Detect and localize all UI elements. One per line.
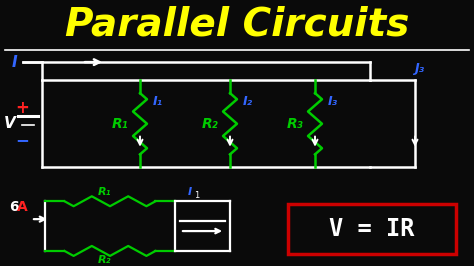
Text: I₁: I₁ [153,95,163,108]
Text: R₃: R₃ [287,117,303,131]
Text: Parallel Circuits: Parallel Circuits [65,5,409,43]
Text: +: + [15,99,29,117]
Text: V = IR: V = IR [329,217,415,241]
Text: J₃: J₃ [414,62,424,74]
Text: A: A [17,200,27,214]
Text: I₂: I₂ [243,95,253,108]
Bar [288,204,456,254]
Text: R₂: R₂ [201,117,219,131]
Text: I₃: I₃ [328,95,338,108]
Text: I: I [188,187,192,197]
Text: 6: 6 [9,200,19,214]
Text: R₂: R₂ [98,255,112,265]
Text: I: I [11,55,17,70]
Text: 1: 1 [194,191,200,200]
Text: R₁: R₁ [111,117,128,131]
Text: −: − [15,131,29,149]
Text: V: V [4,116,16,131]
Text: R₁: R₁ [98,187,112,197]
